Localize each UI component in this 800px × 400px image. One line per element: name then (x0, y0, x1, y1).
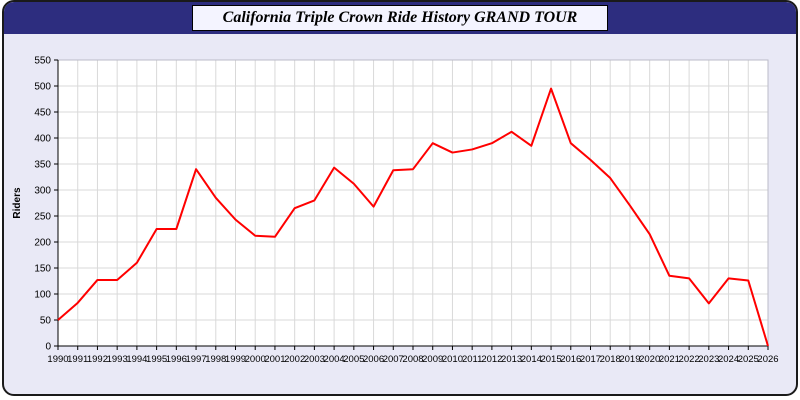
x-tick-label: 2010 (442, 354, 463, 365)
y-tick-label: 100 (34, 290, 51, 301)
line-chart: 0501001502002503003504004505005501990199… (12, 56, 779, 366)
x-tick-label: 2016 (560, 354, 581, 365)
x-tick-label: 2021 (659, 354, 680, 365)
x-tick-label: 2005 (343, 354, 364, 365)
chart-title: California Triple Crown Ride History GRA… (191, 5, 609, 31)
y-tick-label: 350 (34, 160, 51, 171)
y-tick-label: 250 (34, 212, 51, 223)
y-axis-title: Riders (12, 187, 23, 219)
y-tick-label: 200 (34, 238, 51, 249)
x-tick-label: 1994 (126, 354, 147, 365)
y-tick-label: 550 (34, 56, 51, 67)
y-tick-label: 450 (34, 108, 51, 119)
x-tick-label: 2017 (580, 354, 601, 365)
x-tick-label: 2000 (245, 354, 266, 365)
x-tick-label: 2009 (422, 354, 443, 365)
x-tick-label: 2011 (462, 354, 482, 365)
x-tick-label: 2018 (600, 354, 621, 365)
header-bar: California Triple Crown Ride History GRA… (4, 2, 796, 34)
x-tick-label: 2013 (501, 354, 522, 365)
x-tick-label: 2025 (738, 354, 759, 365)
x-tick-label: 2012 (481, 354, 502, 365)
x-tick-label: 1996 (166, 354, 187, 365)
x-tick-label: 2023 (698, 354, 719, 365)
x-tick-label: 2026 (757, 354, 778, 365)
x-tick-label: 1993 (107, 354, 128, 365)
x-tick-label: 2022 (679, 354, 700, 365)
x-tick-label: 2001 (264, 354, 285, 365)
x-tick-label: 1997 (185, 354, 206, 365)
x-tick-label: 2015 (540, 354, 561, 365)
y-tick-label: 150 (34, 264, 51, 275)
x-tick-label: 1995 (146, 354, 167, 365)
x-tick-label: 2003 (304, 354, 325, 365)
x-tick-label: 2006 (363, 354, 384, 365)
chart-area: 0 50 100 150 200 250 300 350 400 450 500 550 1990 199… (4, 36, 796, 394)
y-tick-label: 500 (34, 82, 51, 93)
x-tick-label: 1991 (67, 354, 88, 365)
x-tick-label: 2020 (639, 354, 660, 365)
riders-series-line (57, 87, 769, 347)
x-tick-label: 2024 (718, 354, 739, 365)
x-tick-label: 2014 (521, 354, 542, 365)
x-tick-label: 2002 (284, 354, 305, 365)
x-tick-label: 1999 (225, 354, 246, 365)
y-tick-label: 50 (40, 316, 52, 327)
y-tick-label: 0 (45, 342, 51, 353)
y-tick-label: 300 (34, 186, 51, 197)
x-tick-label: 2007 (383, 354, 404, 365)
x-tick-label: 2019 (619, 354, 640, 365)
x-tick-label: 2004 (324, 354, 345, 365)
x-tick-label: 1992 (87, 354, 108, 365)
x-tick-label: 1998 (205, 354, 226, 365)
y-tick-label: 400 (34, 134, 51, 145)
x-tick-label: 1990 (47, 354, 68, 365)
x-tick-label: 2008 (402, 354, 423, 365)
